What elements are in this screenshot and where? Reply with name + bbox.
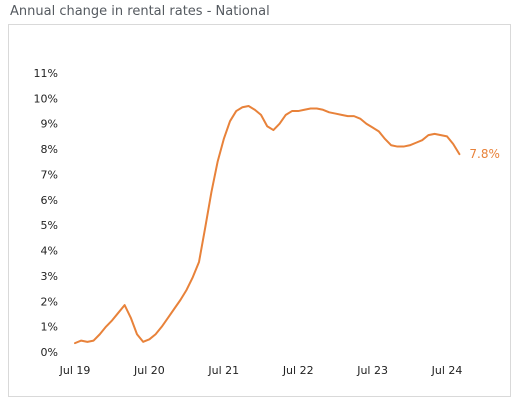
y-tick-label: 1%	[41, 321, 58, 334]
x-tick-label: Jul 24	[431, 364, 463, 377]
y-tick-label: 3%	[41, 270, 58, 283]
x-tick-label: Jul 22	[282, 364, 314, 377]
series-line	[74, 104, 461, 345]
x-tick-label: Jul 21	[207, 364, 239, 377]
y-tick-label: 8%	[41, 143, 58, 156]
y-tick-label: 10%	[34, 92, 58, 105]
y-tick-label: 9%	[41, 118, 58, 131]
y-tick-label: 4%	[41, 245, 58, 258]
y-tick-label: 7%	[41, 168, 58, 181]
chart-title: Annual change in rental rates - National	[10, 4, 270, 19]
y-tick-label: 11%	[34, 67, 58, 80]
y-tick-label: 0%	[41, 346, 58, 359]
x-tick-label: Jul 20	[133, 364, 165, 377]
end-value-label: 7.8%	[469, 147, 500, 161]
y-tick-label: 5%	[41, 219, 58, 232]
y-tick-label: 6%	[41, 194, 58, 207]
x-tick-label: Jul 19	[59, 364, 91, 377]
x-tick-label: Jul 23	[356, 364, 388, 377]
chart-frame	[8, 24, 511, 397]
y-tick-label: 2%	[41, 295, 58, 308]
